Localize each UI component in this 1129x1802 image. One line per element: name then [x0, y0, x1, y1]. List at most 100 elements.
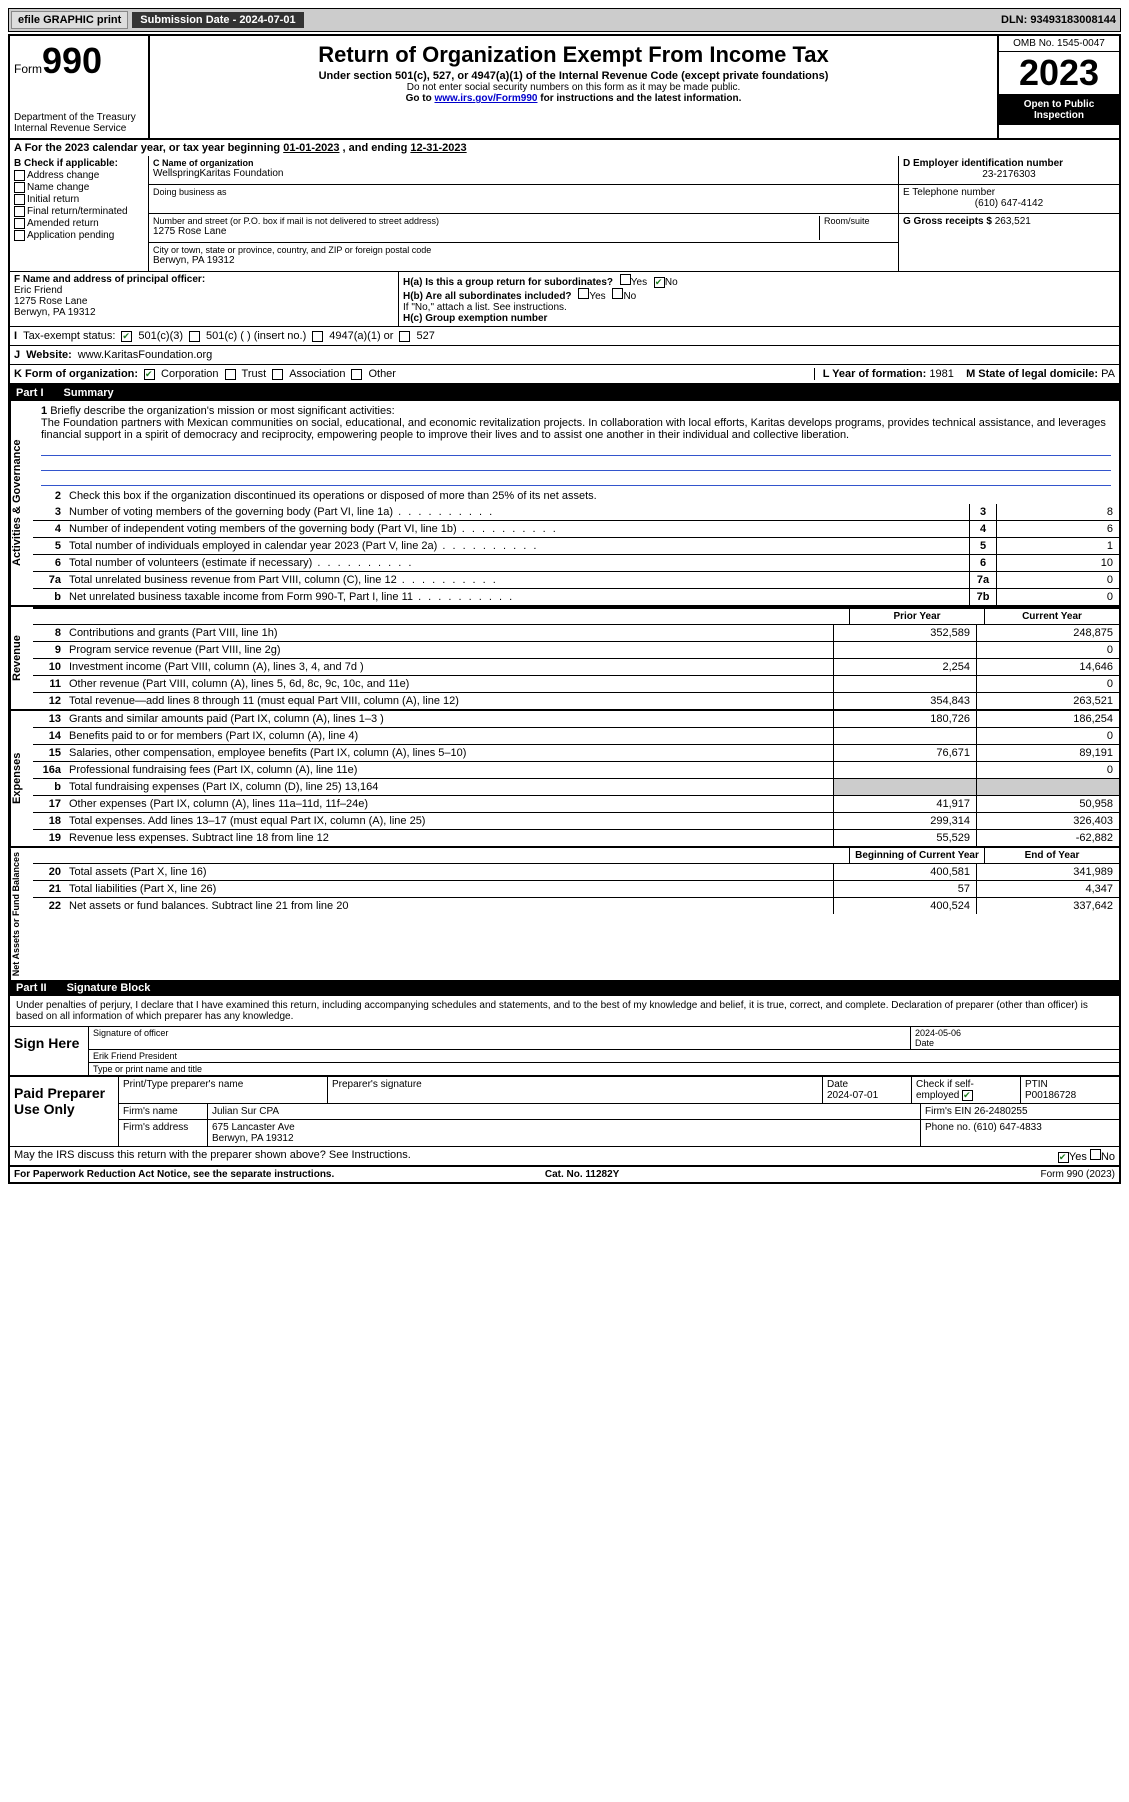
website-url: www.KaritasFoundation.org [78, 349, 213, 361]
submission-date: Submission Date - 2024-07-01 [132, 12, 303, 28]
527-checkbox[interactable] [399, 331, 410, 342]
dept-label: Department of the Treasury Internal Reve… [14, 112, 144, 134]
revenue-block: Revenue Prior YearCurrent Year 8Contribu… [10, 607, 1119, 711]
mission-line [41, 443, 1111, 456]
city-label: City or town, state or province, country… [153, 245, 894, 255]
form-label: Form [14, 62, 42, 76]
netassets-block: Net Assets or Fund Balances Beginning of… [10, 848, 1119, 980]
tax-year: 2023 [999, 52, 1119, 95]
state-domicile: PA [1101, 368, 1115, 380]
org-name-label: C Name of organization [153, 158, 894, 168]
phone-label: E Telephone number [903, 187, 1115, 198]
org-name: WellspringKaritas Foundation [153, 168, 894, 179]
line21: Total liabilities (Part X, line 26) [65, 881, 833, 897]
address-change-checkbox[interactable] [14, 170, 25, 181]
firm-addr-label: Firm's address [119, 1120, 208, 1146]
dln-label: DLN: 93493183008144 [1001, 14, 1120, 26]
room-label: Room/suite [824, 216, 894, 226]
form-number: 990 [42, 40, 102, 81]
line11: Other revenue (Part VIII, column (A), li… [65, 676, 833, 692]
line9: Program service revenue (Part VIII, line… [65, 642, 833, 658]
cat-no: Cat. No. 11282Y [545, 1169, 619, 1180]
expenses-block: Expenses 13Grants and similar amounts pa… [10, 711, 1119, 848]
governance-tab: Activities & Governance [10, 401, 33, 605]
assoc-checkbox[interactable] [272, 369, 283, 380]
final-return-checkbox[interactable] [14, 206, 25, 217]
form-header: Form990 Department of the Treasury Inter… [10, 36, 1119, 140]
phone-value: (610) 647-4142 [903, 198, 1115, 209]
dba-label: Doing business as [153, 187, 894, 197]
form-of-org-row: K Form of organization: Corporation Trus… [10, 365, 1119, 385]
part1-header: Part I Summary [10, 385, 1119, 401]
line4-val: 6 [996, 521, 1119, 537]
goto-pre: Go to [406, 93, 435, 104]
officer-name: Eric Friend [14, 285, 394, 296]
trust-checkbox[interactable] [225, 369, 236, 380]
other-checkbox[interactable] [351, 369, 362, 380]
form-title: Return of Organization Exempt From Incom… [154, 42, 993, 68]
mission-text: The Foundation partners with Mexican com… [41, 417, 1106, 441]
firm-name-label: Firm's name [119, 1104, 208, 1119]
header-right: OMB No. 1545-0047 2023 Open to Public In… [997, 36, 1119, 138]
efile-print-button[interactable]: efile GRAPHIC print [11, 11, 128, 29]
paid-preparer-label: Paid Preparer Use Only [10, 1077, 119, 1146]
form-id: Form 990 (2023) [1040, 1169, 1114, 1180]
line13: Grants and similar amounts paid (Part IX… [65, 711, 833, 727]
top-toolbar: efile GRAPHIC print Submission Date - 20… [8, 8, 1121, 32]
website-row: J Website: www.KaritasFoundation.org [10, 346, 1119, 365]
line8: Contributions and grants (Part VIII, lin… [65, 625, 833, 641]
line10: Investment income (Part VIII, column (A)… [65, 659, 833, 675]
form-990: Form990 Department of the Treasury Inter… [8, 34, 1121, 1184]
hb-no-checkbox[interactable] [612, 288, 623, 299]
preparer-sig-label: Preparer's signature [328, 1077, 823, 1103]
line16b: Total fundraising expenses (Part IX, col… [65, 779, 833, 795]
ha-yes-checkbox[interactable] [620, 274, 631, 285]
line7a: Total unrelated business revenue from Pa… [65, 572, 969, 588]
governance-block: Activities & Governance 1 Briefly descri… [10, 401, 1119, 607]
discuss-no-checkbox[interactable] [1090, 1149, 1101, 1160]
goto-post: for instructions and the latest informat… [537, 93, 741, 104]
application-pending-checkbox[interactable] [14, 230, 25, 241]
line12: Total revenue—add lines 8 through 11 (mu… [65, 693, 833, 709]
hc-label: H(c) Group exemption number [403, 313, 1115, 324]
line19: Revenue less expenses. Subtract line 18 … [65, 830, 833, 846]
line22: Net assets or fund balances. Subtract li… [65, 898, 833, 914]
discuss-yes-checkbox[interactable] [1058, 1152, 1069, 1163]
section-d-e-g: D Employer identification number 23-2176… [898, 156, 1119, 271]
irs-link[interactable]: www.irs.gov/Form990 [434, 93, 537, 104]
firm-name: Julian Sur CPA [208, 1104, 921, 1119]
corp-checkbox[interactable] [144, 369, 155, 380]
ein-label: D Employer identification number [903, 158, 1115, 169]
line20: Total assets (Part X, line 16) [65, 864, 833, 880]
current-year-header: Current Year [984, 609, 1119, 624]
officer-label: F Name and address of principal officer: [14, 274, 394, 285]
4947-checkbox[interactable] [312, 331, 323, 342]
line14: Benefits paid to or for members (Part IX… [65, 728, 833, 744]
ssn-note: Do not enter social security numbers on … [154, 82, 993, 93]
name-change-checkbox[interactable] [14, 182, 25, 193]
mission-line [41, 473, 1111, 486]
paperwork-notice: For Paperwork Reduction Act Notice, see … [14, 1169, 334, 1180]
preparer-name-label: Print/Type preparer's name [119, 1077, 328, 1103]
sign-here-row: Sign Here Signature of officer2024-05-06… [10, 1026, 1119, 1075]
officer-addr1: 1275 Rose Lane [14, 296, 394, 307]
part2-header: Part II Signature Block [10, 980, 1119, 996]
amended-return-checkbox[interactable] [14, 218, 25, 229]
section-b: B Check if applicable: Address change Na… [10, 156, 149, 271]
line7b: Net unrelated business taxable income fr… [65, 589, 969, 605]
line7b-val: 0 [996, 589, 1119, 605]
self-employed-checkbox[interactable] [962, 1090, 973, 1101]
501c-checkbox[interactable] [189, 331, 200, 342]
ha-label: H(a) Is this a group return for subordin… [403, 277, 613, 288]
line2: Check this box if the organization disco… [65, 488, 1119, 504]
initial-return-checkbox[interactable] [14, 194, 25, 205]
sign-here-label: Sign Here [10, 1027, 89, 1075]
tax-period: A For the 2023 calendar year, or tax yea… [10, 140, 1119, 156]
hb-yes-checkbox[interactable] [578, 288, 589, 299]
ha-no-checkbox[interactable] [654, 277, 665, 288]
name-title-label: Type or print name and title [89, 1063, 1119, 1075]
header-left: Form990 Department of the Treasury Inter… [10, 36, 150, 138]
line5-val: 1 [996, 538, 1119, 554]
501c3-checkbox[interactable] [121, 331, 132, 342]
perjury-text: Under penalties of perjury, I declare th… [10, 996, 1119, 1026]
